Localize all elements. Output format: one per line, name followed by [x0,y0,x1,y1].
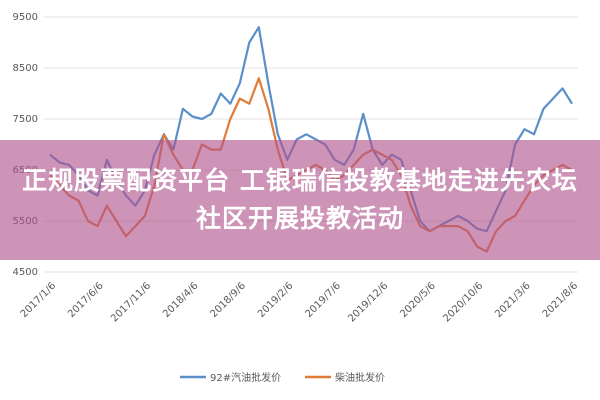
x-tick-label: 2020/5/6 [398,280,438,320]
y-tick-label: 9500 [13,12,38,23]
legend-label: 柴油批发价 [335,371,385,384]
x-tick-label: 2017/11/6 [109,280,153,324]
y-tick-label: 4500 [13,267,38,278]
x-tick-label: 2018/9/6 [209,280,249,320]
x-tick-label: 2021/8/6 [541,280,581,320]
x-tick-label: 2018/4/6 [161,280,201,320]
x-tick-label: 2019/2/6 [256,280,296,320]
x-tick-label: 2021/3/6 [493,280,533,320]
y-tick-label: 8500 [13,63,38,74]
y-tick-label: 7500 [13,114,38,125]
x-tick-label: 2017/6/6 [66,280,106,320]
x-tick-label: 2020/10/6 [441,280,485,324]
x-tick-label: 2019/12/6 [346,280,390,324]
legend-label: 92#汽油批发价 [210,371,281,384]
x-tick-label: 2017/1/6 [19,280,59,320]
banner: 正规股票配资平台 工银瑞信投教基地走进先农坛社区开展投教活动 [0,140,600,260]
banner-text: 正规股票配资平台 工银瑞信投教基地走进先农坛社区开展投教活动 [22,166,578,233]
x-tick-label: 2019/7/6 [303,280,343,320]
